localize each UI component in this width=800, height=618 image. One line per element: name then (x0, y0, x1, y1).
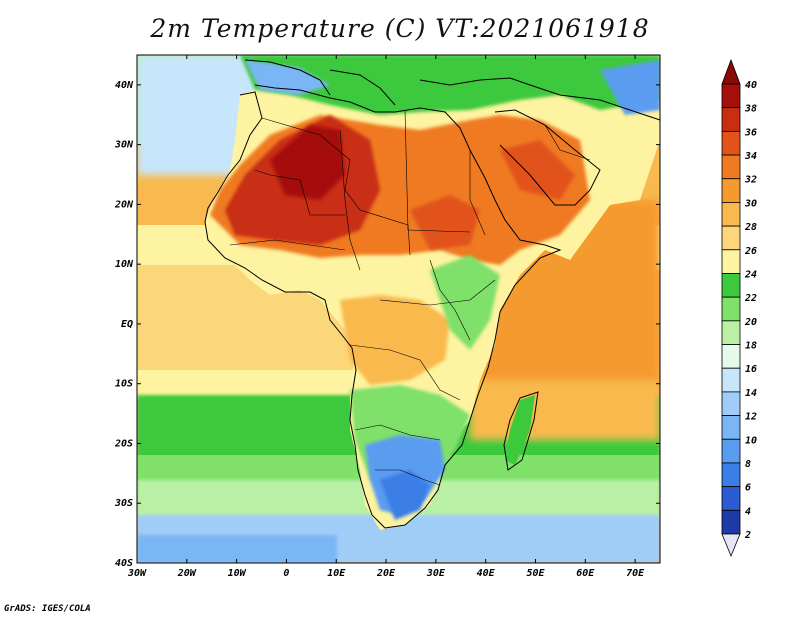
x-tick-label: 0 (283, 568, 289, 579)
grads-credit: GrADS: IGES/COLA (4, 604, 91, 614)
field-east-africa-20 (430, 255, 500, 350)
field-south-12 (137, 535, 337, 563)
border-8 (354, 424, 441, 441)
border-3 (404, 109, 471, 233)
border-9 (375, 469, 441, 486)
colorbar-box (721, 296, 741, 322)
colorbar-box (721, 438, 741, 464)
colorbar-box (721, 202, 741, 227)
colorbar-label: 40 (745, 80, 757, 91)
colorbar-label: 10 (745, 435, 757, 446)
colorbar-label: 32 (744, 175, 757, 186)
colorbar-box (721, 83, 741, 109)
colorbar-label: 26 (744, 246, 757, 257)
colorbar-box (721, 486, 741, 511)
y-tick-label: 40N (115, 80, 134, 91)
coastlines (204, 59, 661, 529)
x-tick-label: 50E (526, 568, 545, 579)
field-congo-30 (340, 295, 450, 385)
temperature-field (137, 55, 660, 563)
colorbar-box (721, 154, 741, 180)
border-6 (379, 279, 496, 306)
colorbar-label: 38 (744, 104, 757, 115)
y-tick-label: 10S (115, 379, 133, 390)
colorbar-box (721, 344, 741, 369)
colorbar-box (721, 225, 741, 251)
colorbar-box (721, 107, 741, 132)
y-tick-label: 20S (114, 438, 133, 449)
colorbar-label: 4 (745, 506, 751, 517)
field-sudan-36 (410, 195, 480, 250)
colorbar-box (721, 509, 741, 535)
border-12 (544, 124, 591, 161)
colorbar-label: 24 (744, 269, 757, 280)
colorbar-box (721, 130, 741, 156)
field-arabia-36 (500, 140, 575, 200)
border-5 (229, 239, 346, 251)
country-borders (229, 109, 591, 486)
colorbar-box (721, 273, 741, 298)
turkey-coast (419, 77, 661, 121)
colorbar-label: 36 (744, 127, 757, 138)
colorbar-over-triangle (721, 58, 741, 85)
x-tick-label: 20E (376, 568, 396, 579)
colorbar-box (721, 249, 741, 274)
border-7 (349, 344, 461, 401)
x-tick-label: 10W (228, 568, 247, 579)
y-tick-label: 20N (114, 199, 134, 210)
colorbar-box (721, 367, 741, 393)
colorbar-label: 22 (744, 293, 757, 304)
field-sahara-40 (270, 125, 345, 200)
border-2 (339, 129, 361, 271)
field-madagascar (505, 395, 535, 465)
x-tick-label: 20W (177, 568, 197, 579)
colorbar-box (721, 320, 741, 345)
colorbar-label: 6 (745, 483, 751, 494)
colorbar-box (721, 391, 741, 416)
colorbar-label: 12 (745, 412, 757, 423)
colorbar-label: 20 (744, 317, 757, 328)
africa-coast (204, 84, 562, 529)
iberia-coast (244, 59, 331, 96)
colorbar-box (721, 462, 741, 488)
y-tick-label: 10N (115, 259, 134, 270)
field-south-africa-colder (380, 470, 430, 520)
colorbar-label: 28 (744, 222, 757, 233)
colorbar-box (721, 415, 741, 440)
border-11 (469, 150, 486, 236)
colorbar-label: 2 (744, 530, 751, 541)
field-indian-ocean (470, 380, 660, 440)
x-tick-label: 70E (626, 568, 645, 579)
italy-coast (329, 69, 396, 106)
madagascar-coast (503, 391, 539, 471)
chart-title: 2m Temperature (C) VT:2021061918 (150, 14, 650, 43)
colorbar-label: 18 (745, 341, 757, 352)
colorbar-label: 16 (745, 364, 757, 375)
x-tick-label: 30E (426, 568, 446, 579)
colorbar-box (721, 178, 741, 203)
colorbar-under-triangle (721, 533, 741, 558)
x-tick-label: 40E (477, 568, 496, 579)
border-4 (254, 169, 345, 216)
x-tick-label: 10E (327, 568, 346, 579)
x-tick-label: 60E (576, 568, 595, 579)
y-tick-label: 30S (114, 498, 133, 509)
colorbar-label: 14 (745, 388, 757, 399)
y-tick-label: EQ (121, 319, 133, 330)
colorbar-label: 30 (744, 198, 757, 209)
y-tick-label: 30N (114, 140, 134, 151)
y-tick-label: 40S (115, 558, 133, 569)
colorbar-label: 8 (745, 459, 751, 470)
x-tick-label: 30W (127, 568, 147, 579)
x-axis: 30W 20W 10W 0 10E 20E 30E 40E 50E 60E 70E (127, 55, 645, 579)
y-axis: 40N 30N 20N 10N EQ 10S 20S 30S 40S (114, 80, 660, 569)
arabia-coast (494, 109, 601, 206)
plot-frame (136, 54, 661, 564)
colorbar-label: 34 (744, 151, 757, 162)
border-10 (429, 259, 471, 341)
field-iran-cool (600, 60, 660, 115)
